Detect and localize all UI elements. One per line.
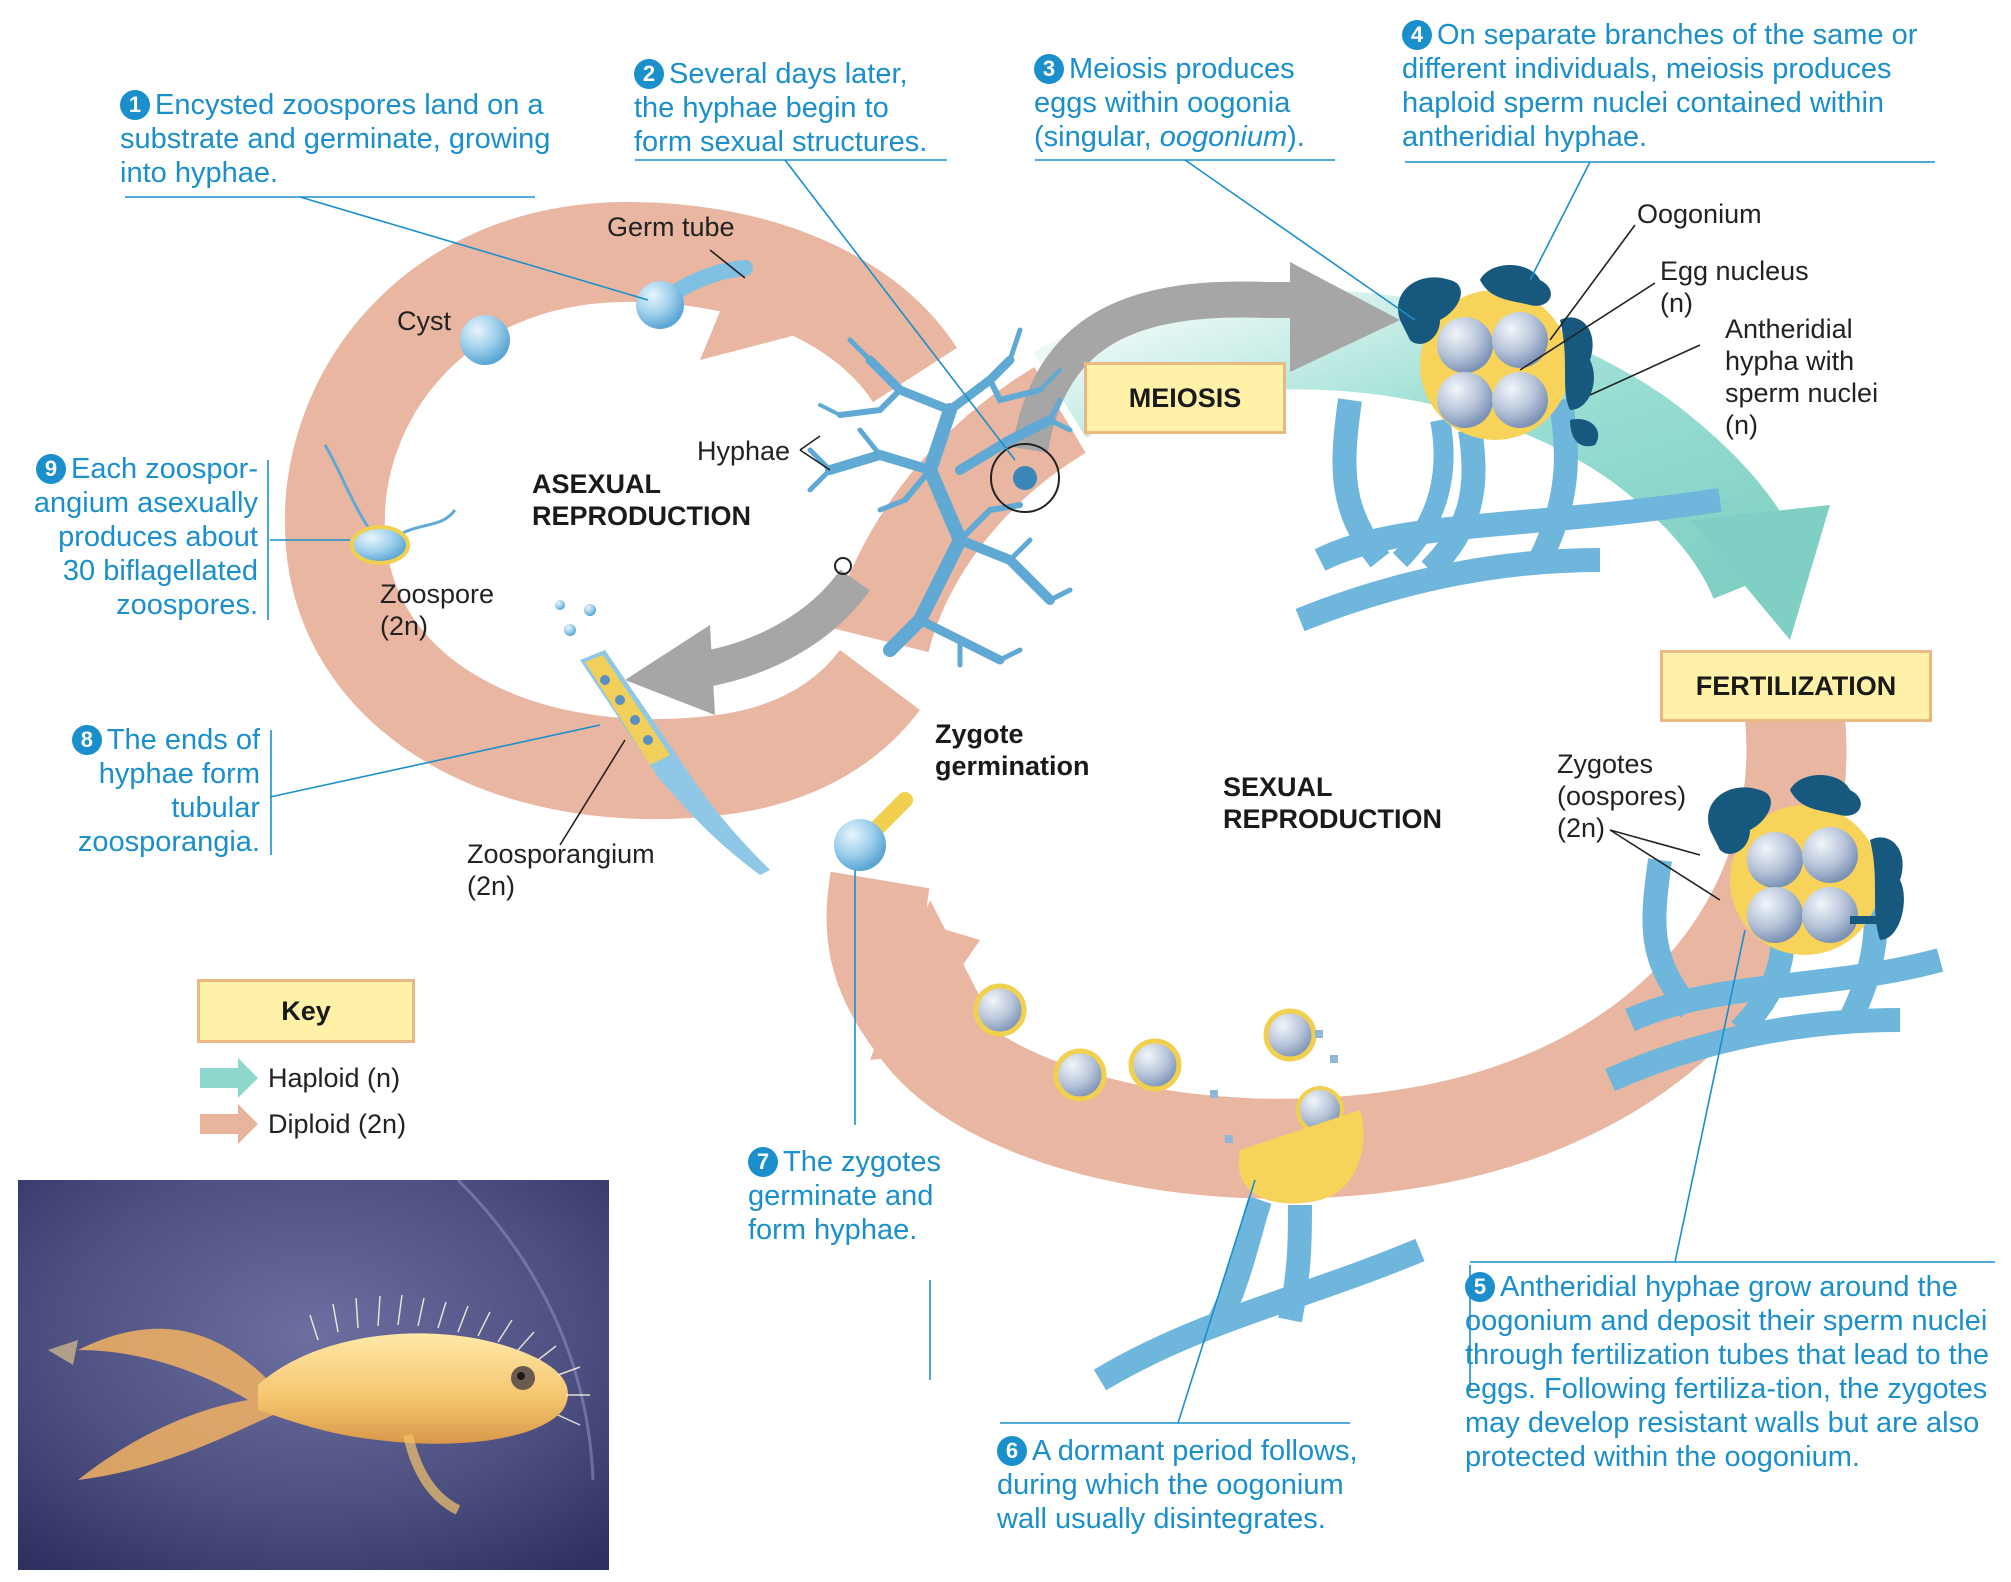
zoosporangium-grey-arrow [696,569,870,688]
sexual-reproduction-label: SEXUAL REPRODUCTION [1223,772,1443,834]
step-7-text: The zygotes germinate and form hyphae. [748,1146,941,1246]
key-haploid-label: Haploid (n) [268,1063,401,1093]
egg-nucleus-label: Egg nucleus (n) [1660,255,1830,319]
hyphae-mass [807,327,1073,668]
step-5-text: Antheridial hyphae grow around the oogon… [1465,1271,1989,1473]
zoosporangium-label: Zoosporangium (2n) [467,838,697,902]
fish-photo-illustration [18,1180,609,1570]
step-9-text: Each zoospor-angium asexually produces a… [33,453,258,621]
zoospore-label-ploidy: (2n) [380,611,429,641]
zygote-germination-label: Zygote germination [935,719,1090,781]
antheridial-hypha-label-name: Antheridial hypha with sperm nuclei [1725,314,1879,408]
zygotes-label-ploidy: (2n) [1557,813,1606,843]
sexual-structure-highlight [990,443,1060,513]
sexual-structure-detail [1013,466,1037,490]
step-6-text: A dormant period follows, during which t… [997,1435,1358,1535]
zoospore-label-name: Zoospore [380,579,495,609]
step-4-number: 4 [1402,20,1432,50]
antheridial-hypha-label-ploidy: (n) [1725,410,1758,440]
zoosporangium-label-ploidy: (2n) [467,871,516,901]
meiosis-grey-arrowhead [1290,262,1400,372]
step-1-caption: 1 Encysted zoospores land on a substrate … [120,88,560,190]
step-7-number: 7 [748,1147,778,1177]
zygote-germination-arrowhead [870,900,1005,1060]
leader-lines [125,159,1995,1424]
step-2-number: 2 [634,59,664,89]
step-8-number: 8 [71,725,102,755]
step-3-number: 3 [1034,54,1064,84]
step-7-caption: 7 The zygotes germinate and form hyphae. [748,1145,978,1247]
zygotes-label-name: Zygotes (oospores) [1557,749,1687,811]
step-9-number: 9 [36,454,66,484]
step-2-text: Several days later, the hyphae begin to … [634,58,928,158]
zoosporangium-grey-arrowhead [625,625,715,715]
antheridial-hypha-label: Antheridial hypha with sperm nuclei (n) [1725,313,1905,441]
step-6-number: 6 [997,1436,1027,1466]
egg-nucleus-label-ploidy: (n) [1660,288,1693,318]
zoosporangium [555,600,770,875]
cyst-label: Cyst [397,306,451,336]
meiosis-box: MEIOSIS [1084,362,1286,434]
key-swatches [200,1058,258,1144]
meiosis-grey-arrow [1012,281,1300,454]
step-4-text: On separate branches of the same or diff… [1402,19,1918,153]
step-8-text: The ends of hyphae form tubular zoospora… [77,724,260,858]
step-3-text-italic: oogonium [1159,121,1288,153]
germ-tube-label: Germ tube [607,212,735,242]
cyst [460,315,510,365]
disintegrating-oogonium [1093,1030,1425,1391]
key-title-box: Key [197,979,415,1043]
step-3-text-a: Meiosis produces eggs within oogonia (si… [1034,53,1295,153]
germinating-cyst [636,260,753,329]
zygotes-label: Zygotes (oospores) (2n) [1557,748,1707,844]
fertilized-oogonium [1605,775,1944,1091]
step-9-caption: 9 Each zoospor-angium asexually produces … [20,452,258,622]
asexual-reproduction-label: ASEXUAL REPRODUCTION [532,469,752,531]
step-1-text: Encysted zoospores land on a substrate a… [120,89,551,189]
zoospore-label: Zoospore (2n) [380,578,530,642]
step-4-caption: 4 On separate branches of the same or dif… [1402,18,1942,154]
zoosporangium-label-name: Zoosporangium [467,839,655,869]
fertilization-box: FERTILIZATION [1660,650,1932,722]
asexual-cycle-arrow [284,201,957,820]
step-5-caption: 5 Antheridial hyphae grow around the oogo… [1465,1270,1995,1474]
step-2-caption: 2 Several days later, the hyphae begin to… [634,57,954,159]
hyphae-label: Hyphae [697,436,791,466]
fish-with-water-mold-photo [18,1180,609,1570]
step-5-number: 5 [1465,1272,1495,1302]
oogonium-with-eggs [1295,265,1722,632]
step-3-text-b: ). [1287,121,1305,153]
key-diploid-label: Diploid (2n) [268,1109,407,1139]
step-8-caption: 8 The ends of hyphae form tubular zoospor… [30,723,260,859]
step-1-number: 1 [120,90,150,120]
oogonium-label: Oogonium [1637,199,1762,229]
egg-nucleus-label-name: Egg nucleus [1660,256,1809,286]
hypha-tip-marker [834,557,852,575]
zoospore [323,444,457,565]
germinating-zygote [834,792,913,871]
step-3-caption: 3 Meiosis produces eggs within oogonia (s… [1034,52,1354,154]
